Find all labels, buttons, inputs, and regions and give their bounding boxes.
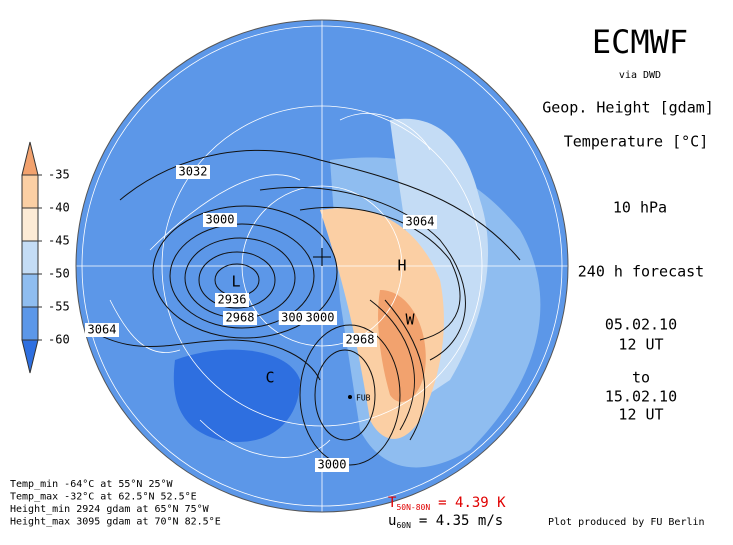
contour-label-box	[343, 333, 377, 347]
index-part: u	[388, 513, 396, 529]
colorbar-swatch	[21, 240, 39, 275]
pressure-marker: H	[397, 257, 406, 275]
colorbar-swatch	[21, 207, 39, 242]
source: via DWD	[619, 70, 661, 81]
stat-line: Height_min 2924 gdam at 65°N 75°W	[10, 504, 210, 515]
contour-label-box	[215, 293, 249, 307]
pressure-marker: W	[405, 311, 415, 329]
colorbar-end	[21, 141, 39, 176]
contour-label: 300	[281, 311, 303, 325]
globe-outline	[75, 19, 569, 513]
place-label: FUB	[356, 394, 371, 403]
colorbar-label: -35	[48, 168, 70, 182]
field: Geop. Height [gdam]	[542, 99, 714, 117]
credit: Plot produced by FU Berlin	[548, 517, 705, 528]
title: ECMWF	[592, 23, 688, 61]
index-line: T50N-80N = 4.39 K	[388, 495, 506, 512]
colorbar-end	[21, 339, 39, 374]
colorbar-label: -50	[48, 267, 70, 281]
contour-label: 3000	[206, 213, 235, 227]
pressure-marker: C	[265, 369, 274, 387]
stat-line: Temp_min -64°C at 55°N 25°W	[10, 479, 174, 490]
colorbar-swatch	[21, 174, 39, 209]
to: to	[632, 369, 650, 387]
contour-label-box	[85, 323, 119, 337]
stat-line: Height_max 3095 gdam at 70°N 82.5°E	[10, 517, 221, 528]
contour-label: 3064	[406, 215, 435, 229]
index-part: = 4.35 m/s	[419, 513, 503, 529]
contour-label-box	[278, 311, 306, 325]
field: Temperature [°C]	[564, 133, 709, 151]
date: 05.02.10	[605, 316, 677, 334]
colorbar: -35 -40 -45 -50 -55 -60	[21, 141, 70, 374]
level: 10 hPa	[613, 199, 667, 217]
index-part: 60N	[396, 521, 411, 530]
colorbar-swatch	[21, 306, 39, 341]
contour-label-box	[176, 165, 210, 179]
index-part: = 4.39 K	[438, 495, 506, 511]
pole	[313, 248, 331, 266]
contour-label-box	[223, 311, 257, 325]
contour-label: 2968	[226, 311, 255, 325]
contour-label: 2936	[218, 293, 247, 307]
contour-label: 3000	[318, 458, 347, 472]
pressure-marker: L	[231, 273, 240, 291]
colorbar-label: -45	[48, 234, 70, 248]
index-line: u60N = 4.35 m/s	[388, 513, 503, 530]
contour-label: 3032	[179, 165, 208, 179]
time: 12 UT	[618, 406, 663, 424]
colorbar-swatch	[21, 273, 39, 308]
colorbar-label: -60	[48, 333, 70, 347]
stat-line: Temp_max -32°C at 62.5°N 52.5°E	[10, 492, 197, 503]
contour-label: 2968	[346, 333, 375, 347]
index-part: T	[388, 495, 397, 511]
forecast: 240 h forecast	[578, 263, 704, 281]
colorbar-label: -55	[48, 300, 70, 314]
contour-label: 3064	[88, 323, 117, 337]
contour-label-box	[203, 213, 237, 227]
contour-label-box	[303, 311, 337, 325]
contour-label: 3000	[306, 311, 335, 325]
date: 15.02.10	[605, 388, 677, 406]
contour-label-box	[403, 215, 437, 229]
index-part: 50N-80N	[396, 503, 430, 512]
time: 12 UT	[618, 336, 663, 354]
place-dot	[348, 395, 352, 399]
contour-label-box	[315, 458, 349, 472]
colorbar-label: -40	[48, 201, 70, 215]
